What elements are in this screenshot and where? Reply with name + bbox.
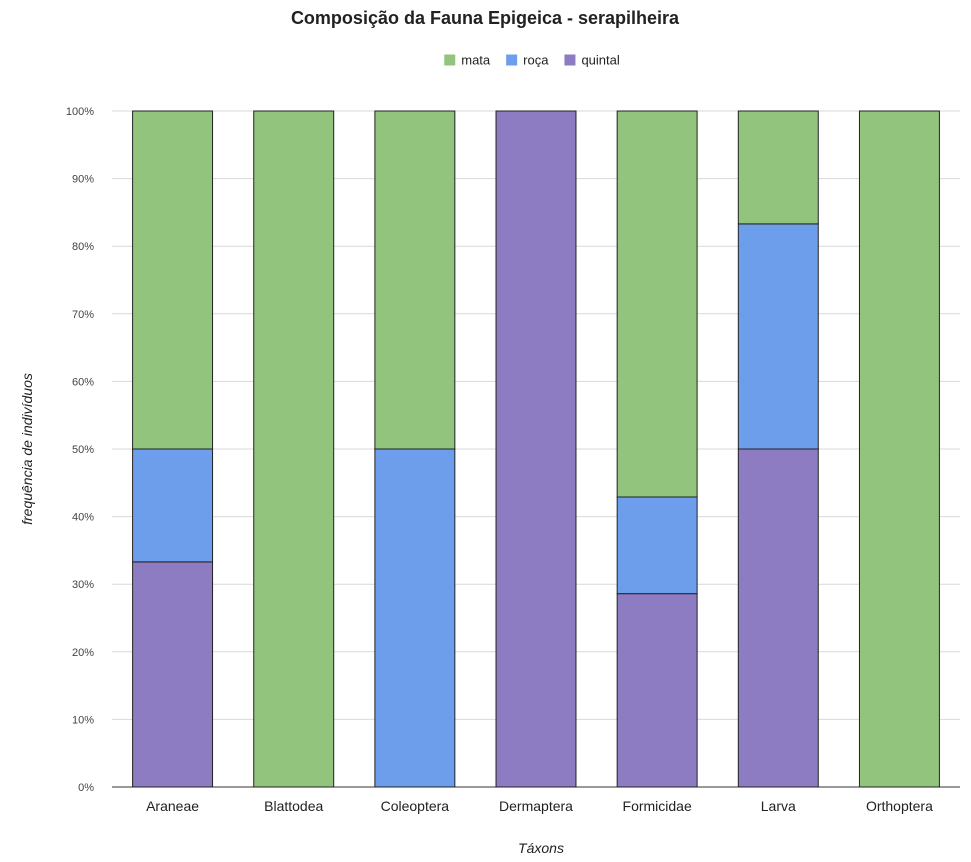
x-tick-label: Araneae xyxy=(146,798,199,814)
x-tick-label: Larva xyxy=(761,798,796,814)
y-tick-label: 70% xyxy=(72,309,94,321)
bar-araneae-mata xyxy=(132,110,214,450)
legend-label-mata: mata xyxy=(461,53,491,68)
bar-larva-roça xyxy=(737,223,819,450)
y-tick-label: 100% xyxy=(66,106,94,118)
bar-coleoptera-mata xyxy=(374,110,456,450)
legend: mata roça quintal xyxy=(444,53,620,68)
bar-araneae-quintal xyxy=(132,561,214,788)
y-tick-label: 90% xyxy=(72,174,94,186)
x-axis: Araneae Blattodea Coleoptera Dermaptera Form… xyxy=(146,798,933,814)
y-tick-label: 0% xyxy=(78,782,94,794)
bar-formicidae-roça xyxy=(616,496,698,595)
y-tick-label: 20% xyxy=(72,647,94,659)
bar-larva-mata xyxy=(737,110,819,225)
bar-larva-quintal xyxy=(737,448,819,788)
bar-orthoptera-mata xyxy=(858,110,940,788)
y-tick-label: 30% xyxy=(72,579,94,591)
bar-coleoptera-roça xyxy=(374,448,456,788)
legend-swatch-roça xyxy=(506,54,518,66)
bar-dermaptera-quintal xyxy=(495,110,577,788)
y-tick-label: 60% xyxy=(72,376,94,388)
bar-araneae-roça xyxy=(132,448,214,563)
y-tick-label: 40% xyxy=(72,512,94,524)
legend-swatch-mata xyxy=(444,54,456,66)
x-axis-label: Táxons xyxy=(518,840,564,856)
y-axis: 0% 10% 20% 30% 40% 50% 60% 70% 80% 90% 100% xyxy=(66,106,94,794)
x-tick-label: Dermaptera xyxy=(499,798,573,814)
y-tick-label: 50% xyxy=(72,444,94,456)
bars xyxy=(132,110,940,788)
x-tick-label: Coleoptera xyxy=(381,798,450,814)
chart-title: Composição da Fauna Epigeica - serapilhe… xyxy=(291,8,680,28)
legend-label-quintal: quintal xyxy=(581,53,619,68)
bar-formicidae-mata xyxy=(616,110,698,498)
bar-blattodea-mata xyxy=(253,110,335,788)
y-tick-label: 10% xyxy=(72,714,94,726)
bar-formicidae-quintal xyxy=(616,593,698,788)
legend-label-roça: roça xyxy=(523,53,549,68)
y-tick-label: 80% xyxy=(72,241,94,253)
y-axis-label: frequência de indivíduos xyxy=(19,373,35,525)
x-tick-label: Formicidae xyxy=(623,798,692,814)
x-tick-label: Orthoptera xyxy=(866,798,933,814)
legend-swatch-quintal xyxy=(564,54,576,66)
x-tick-label: Blattodea xyxy=(264,798,323,814)
